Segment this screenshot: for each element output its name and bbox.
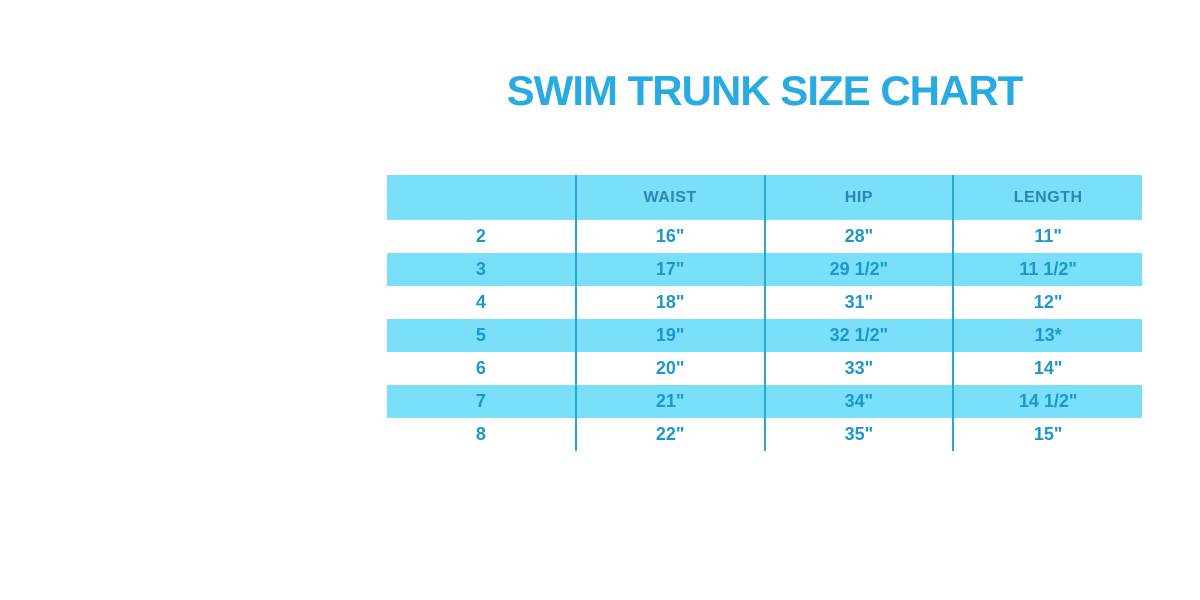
- cell-waist: 16": [574, 220, 765, 253]
- table-row: 6 20" 33" 14": [387, 352, 1142, 385]
- table-row: 8 22" 35" 15": [387, 418, 1142, 451]
- cell-hip: 28": [763, 220, 954, 253]
- cell-waist: 21": [574, 385, 765, 418]
- table-header-row: WAIST HIP LENGTH: [387, 175, 1142, 220]
- cell-hip: 31": [763, 286, 954, 319]
- cell-length: 15": [952, 418, 1142, 451]
- cell-hip: 29 1/2": [763, 253, 954, 286]
- cell-size: 6: [387, 352, 576, 385]
- cell-size: 8: [387, 418, 576, 451]
- table-row: 3 17" 29 1/2" 11 1/2": [387, 253, 1142, 286]
- size-chart-table: WAIST HIP LENGTH 2 16" 28" 11" 3 17" 29 …: [387, 175, 1142, 451]
- column-header-waist: WAIST: [574, 175, 765, 220]
- cell-size: 3: [387, 253, 576, 286]
- cell-waist: 20": [574, 352, 765, 385]
- cell-length: 14 1/2": [952, 385, 1142, 418]
- page-title: SWIM TRUNK SIZE CHART: [506, 67, 1024, 114]
- cell-size: 2: [387, 220, 576, 253]
- table-row: 7 21" 34" 14 1/2": [387, 385, 1142, 418]
- cell-length: 12": [952, 286, 1142, 319]
- column-header-hip: HIP: [763, 175, 954, 220]
- table-row: 2 16" 28" 11": [387, 220, 1142, 253]
- cell-waist: 18": [574, 286, 765, 319]
- cell-size: 5: [387, 319, 576, 352]
- cell-waist: 17": [574, 253, 765, 286]
- column-header-length: LENGTH: [952, 175, 1142, 220]
- cell-size: 4: [387, 286, 576, 319]
- cell-size: 7: [387, 385, 576, 418]
- cell-length: 13*: [952, 319, 1142, 352]
- table-row: 5 19" 32 1/2" 13*: [387, 319, 1142, 352]
- cell-hip: 32 1/2": [763, 319, 954, 352]
- cell-hip: 33": [763, 352, 954, 385]
- table-row: 4 18" 31" 12": [387, 286, 1142, 319]
- cell-waist: 22": [574, 418, 765, 451]
- cell-length: 11": [952, 220, 1142, 253]
- cell-length: 11 1/2": [952, 253, 1142, 286]
- cell-hip: 34": [763, 385, 954, 418]
- cell-waist: 19": [574, 319, 765, 352]
- cell-hip: 35": [763, 418, 954, 451]
- cell-length: 14": [952, 352, 1142, 385]
- column-header-size: [387, 175, 576, 220]
